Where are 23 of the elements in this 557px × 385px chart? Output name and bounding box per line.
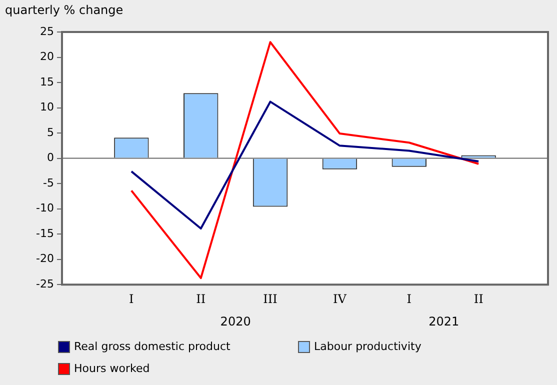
y-tick-label: 10	[40, 100, 54, 114]
y-tick-label: -5	[43, 176, 54, 190]
y-tick-label: 15	[40, 75, 54, 88]
y-tick-label: -10	[36, 202, 54, 215]
x-tick-label: IV	[333, 292, 347, 306]
y-tick-label: 25	[40, 24, 54, 38]
y-tick-label: 20	[40, 50, 54, 64]
y-tick-label: 5	[47, 126, 54, 139]
y-axis-title: quarterly % change	[5, 3, 124, 17]
x-tick-label: I	[406, 292, 412, 306]
text: 2021	[428, 314, 460, 329]
text: 2020	[220, 314, 251, 329]
x-tick-label: III	[263, 292, 278, 306]
x-tick-label: I	[129, 292, 134, 306]
y-tick-label: 0	[47, 151, 54, 164]
legend-label: Hours worked	[74, 362, 150, 375]
legend-label: Labour productivity	[314, 340, 422, 353]
legend-label: Real gross domestic product	[74, 340, 230, 353]
y-tick-label: -25	[36, 277, 54, 290]
x-tick-label: II	[474, 292, 484, 306]
y-tick-label: -15	[36, 226, 54, 240]
y-tick-label: -20	[36, 252, 54, 266]
x-tick-label: II	[196, 292, 206, 306]
